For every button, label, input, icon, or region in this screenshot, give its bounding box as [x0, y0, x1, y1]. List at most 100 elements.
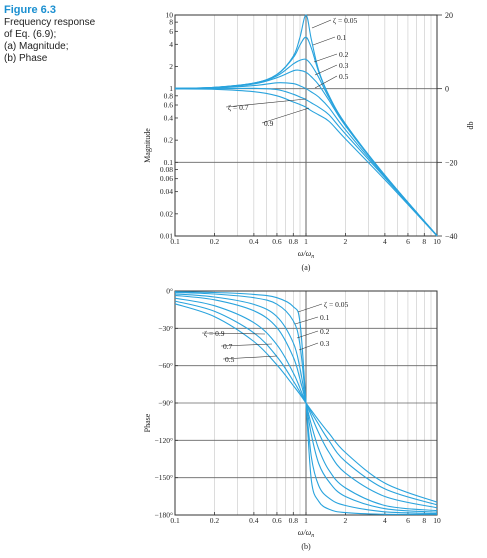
- panel-a: 0.1 0.2 0.4 0.6 0.8 1 2 4 6 8 100.010.020.040.060.…: [143, 11, 475, 273]
- y-tick-label: 10: [166, 11, 174, 20]
- y-axis-label: Phase: [143, 413, 152, 432]
- y2-axis-label: db: [466, 122, 475, 130]
- x-tick-label: 1: [304, 237, 308, 246]
- annotation-leader: [314, 75, 338, 89]
- x-axis-label-subscript: n: [311, 533, 314, 539]
- x-tick-label: 6: [406, 516, 410, 525]
- annotation-label: 0.3: [320, 339, 330, 348]
- annotation-leader: [313, 53, 338, 63]
- annotation-leader: [311, 19, 332, 29]
- annotation-leader: [201, 332, 266, 335]
- x-tick-label: 0.4: [249, 237, 259, 246]
- annotation-label: 0.2: [339, 50, 349, 59]
- annotation-label: 0.5: [339, 72, 349, 81]
- figure-number: Figure 6.3: [4, 4, 56, 16]
- y-axis-label: Magnitude: [143, 128, 152, 163]
- annotation-label: 0.5: [225, 355, 235, 364]
- x-tick-label: 0.8: [289, 237, 299, 246]
- x-tick-label: 0.1: [170, 516, 180, 525]
- annotation-leader: [225, 98, 307, 108]
- x-tick-label: 0.2: [210, 516, 220, 525]
- x-tick-label: 0.4: [249, 516, 259, 525]
- caption-line-3: (a) Magnitude;: [4, 41, 69, 52]
- y-tick-label: 0.02: [160, 209, 173, 218]
- series-line-zeta-0.9: [174, 303, 438, 503]
- annotation-label: 0.7: [223, 342, 233, 351]
- y-tick-label: 8: [169, 18, 173, 27]
- x-tick-label: 0.1: [170, 237, 180, 246]
- caption-line-2: of Eq. (6.9);: [4, 29, 57, 40]
- y-tick-label: 0.01: [160, 232, 173, 241]
- caption-line-1: Frequency response: [4, 17, 96, 28]
- annotation-label: ζ = 0.05: [324, 300, 348, 309]
- y-tick-label: 0.4: [164, 113, 174, 122]
- x-tick-label: 10: [433, 516, 441, 525]
- x-tick-label: 0.8: [289, 516, 299, 525]
- y2-tick-label: −40: [445, 232, 458, 241]
- annotation-leader: [314, 64, 338, 76]
- x-tick-label: 6: [406, 237, 410, 246]
- y2-tick-label: 0: [445, 85, 449, 94]
- annotation-label: 0.1: [337, 33, 347, 42]
- annotation-leader: [220, 343, 273, 347]
- x-axis-label: ω/ωn: [298, 249, 315, 260]
- y-tick-label: −30°: [158, 324, 173, 333]
- panel-label: (b): [301, 542, 311, 551]
- y-tick-label: 0.8: [164, 91, 174, 100]
- annotation-leader: [294, 316, 319, 325]
- x-tick-label: 4: [383, 516, 387, 525]
- x-tick-label: 2: [344, 516, 348, 525]
- annotation-label: 0.1: [320, 313, 330, 322]
- annotation-leader: [312, 36, 336, 46]
- y-tick-label: 2: [169, 62, 173, 71]
- annotation-label: ζ = 0.05: [333, 16, 357, 25]
- y-tick-label: −150°: [155, 473, 173, 482]
- y-tick-label: 6: [169, 27, 173, 36]
- x-tick-label: 4: [383, 237, 387, 246]
- series-line-zeta-0.9: [174, 88, 438, 237]
- x-tick-label: 0.6: [272, 516, 282, 525]
- y-tick-label: 0.6: [164, 101, 174, 110]
- y-tick-label: −120°: [155, 436, 173, 445]
- annotation-label: ζ = 0.9: [204, 329, 225, 338]
- y2-tick-label: −20: [445, 158, 458, 167]
- series-line-zeta-0.5: [174, 82, 438, 237]
- y-tick-label: 0.08: [160, 165, 173, 174]
- annotation-label: ζ = 0.7: [228, 103, 249, 112]
- annotation-label: 0.9: [264, 119, 274, 128]
- x-tick-label: 2: [344, 237, 348, 246]
- y-tick-label: 0°: [166, 287, 173, 296]
- series-line-zeta-0.7: [174, 87, 438, 237]
- x-axis-label: ω/ωn: [298, 528, 315, 539]
- series-line-zeta-0.3: [174, 69, 438, 237]
- annotation-leader: [222, 355, 278, 360]
- x-tick-label: 0.2: [210, 237, 220, 246]
- y-tick-label: −90°: [158, 399, 173, 408]
- annotation-leader: [261, 107, 310, 124]
- figure-caption: Figure 6.3 Frequency response of Eq. (6.…: [4, 4, 114, 65]
- x-tick-label: 8: [422, 516, 426, 525]
- y-tick-label: 0.04: [160, 187, 173, 196]
- x-tick-label: 0.6: [272, 237, 282, 246]
- y-tick-label: 0.1: [164, 158, 174, 167]
- x-tick-label: 10: [433, 237, 441, 246]
- panel-label: (a): [302, 263, 311, 272]
- panel-b: 0.1 0.2 0.4 0.6 0.8 1 2 4 6 8 10 0° −30° −60° −90° −120…: [143, 287, 441, 552]
- y-tick-label: 4: [169, 40, 173, 49]
- x-tick-label: 1: [304, 516, 308, 525]
- y-tick-label: 1: [169, 84, 173, 93]
- y-tick-label: 0.06: [160, 174, 173, 183]
- x-axis-label-subscript: n: [311, 254, 314, 260]
- annotation-label: 0.3: [339, 61, 349, 70]
- y-tick-label: −60°: [158, 361, 173, 370]
- y-tick-label: −180°: [155, 511, 173, 520]
- y-tick-label: 0.2: [164, 136, 174, 145]
- annotation-leader: [298, 342, 319, 351]
- x-tick-label: 8: [422, 237, 426, 246]
- y2-tick-label: 20: [445, 11, 453, 20]
- annotation-leader: [297, 303, 323, 313]
- caption-line-4: (b) Phase: [4, 53, 48, 64]
- annotation-leader: [296, 330, 319, 339]
- annotation-label: 0.2: [320, 327, 330, 336]
